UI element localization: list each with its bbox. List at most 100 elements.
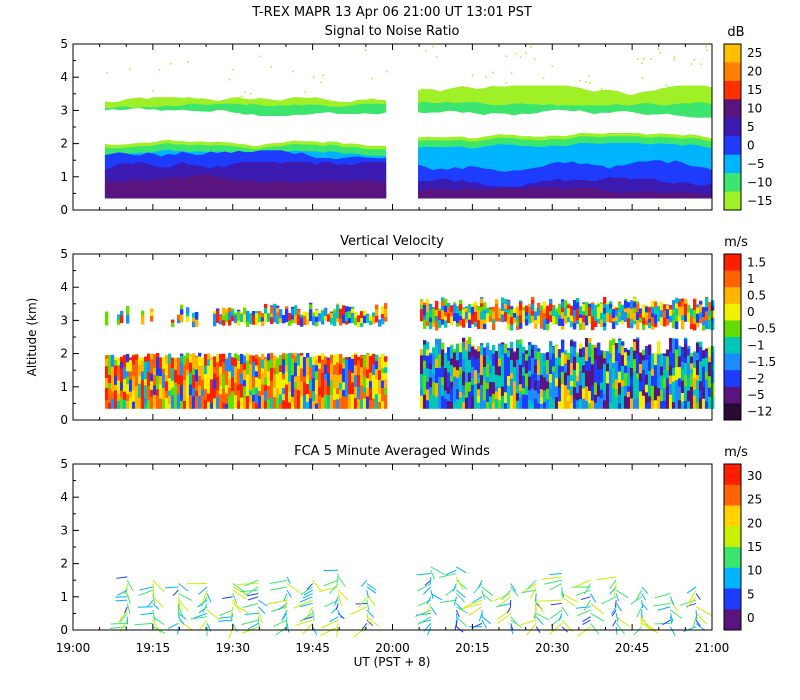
wind-vector	[590, 603, 604, 615]
velocity-cell	[650, 300, 655, 307]
velocity-cell	[263, 358, 268, 365]
wind-vector	[654, 592, 671, 599]
velocity-cell	[599, 397, 604, 409]
velocity-cell	[185, 307, 190, 314]
velocity-cell	[353, 397, 358, 409]
velocity-cell	[374, 393, 379, 409]
velocity-cell	[533, 323, 538, 329]
velocity-cell	[200, 365, 205, 380]
velocity-cell	[503, 303, 508, 309]
velocity-cell	[128, 371, 133, 380]
velocity-cell	[107, 374, 112, 384]
y-tick-label: 4	[60, 70, 68, 84]
velocity-cell	[464, 382, 469, 398]
velocity-cell	[203, 388, 208, 401]
velocity-cell	[473, 358, 478, 371]
velocity-cell	[656, 387, 661, 397]
velocity-cell	[362, 315, 367, 324]
velocity-cell	[251, 314, 256, 325]
velocity-cell	[377, 393, 382, 402]
colorbar-swatch	[724, 464, 741, 486]
wind-vector	[312, 610, 315, 621]
velocity-cell	[572, 346, 577, 357]
velocity-cell	[701, 398, 706, 409]
velocity-cell	[671, 386, 676, 403]
velocity-cell	[212, 316, 217, 327]
velocity-cell	[530, 310, 535, 316]
velocity-cell	[560, 398, 565, 409]
y-tick-label: 3	[60, 523, 68, 537]
snr-speckle	[129, 68, 131, 70]
velocity-cell	[509, 341, 514, 349]
velocity-cell	[341, 363, 346, 369]
velocity-cell	[440, 342, 445, 350]
colorbar-label: −1.5	[747, 355, 776, 369]
velocity-cell	[308, 366, 313, 381]
velocity-cell	[674, 356, 679, 368]
velocity-cell	[329, 363, 334, 370]
colorbar-swatch	[724, 270, 741, 288]
colorbar-swatch	[724, 136, 741, 156]
velocity-cell	[500, 310, 505, 315]
velocity-cell	[488, 307, 493, 310]
velocity-cell	[200, 403, 205, 409]
velocity-cell	[470, 384, 475, 397]
velocity-cell	[119, 314, 124, 324]
velocity-cell	[665, 304, 670, 306]
velocity-cell	[218, 314, 223, 317]
y-tick-label: 2	[60, 557, 68, 571]
velocity-cell	[695, 359, 700, 375]
velocity-cell	[509, 316, 514, 325]
velocity-cell	[380, 387, 385, 402]
velocity-cell	[575, 352, 580, 356]
velocity-cell	[299, 355, 304, 369]
velocity-cell	[674, 349, 679, 357]
velocity-cell	[701, 324, 706, 331]
velocity-cell	[635, 337, 640, 340]
velocity-cell	[647, 318, 652, 323]
velocity-cell	[158, 357, 163, 369]
velocity-cell	[194, 355, 199, 357]
velocity-cell	[209, 367, 214, 380]
velocity-cell	[281, 314, 286, 324]
velocity-cell	[449, 311, 454, 317]
velocity-cell	[554, 311, 559, 319]
wind-vector	[152, 603, 160, 610]
velocity-cell	[650, 325, 655, 330]
y-tick-label: 1	[60, 170, 68, 184]
wind-vector	[270, 586, 288, 591]
velocity-cell	[458, 303, 463, 311]
velocity-cell	[533, 310, 538, 321]
velocity-cell	[602, 322, 607, 327]
velocity-cell	[659, 316, 664, 326]
velocity-cell	[230, 308, 235, 311]
velocity-cell	[185, 357, 190, 370]
velocity-cell	[677, 355, 682, 368]
velocity-cell	[578, 384, 583, 400]
velocity-cell	[566, 316, 571, 323]
velocity-cell	[623, 300, 628, 309]
velocity-cell	[194, 356, 199, 370]
velocity-cell	[635, 303, 640, 313]
velocity-cell	[218, 315, 223, 321]
velocity-cell	[503, 391, 508, 404]
snr-speckle	[643, 57, 645, 60]
velocity-cell	[455, 388, 460, 400]
velocity-cell	[533, 365, 538, 373]
velocity-cell	[476, 305, 481, 311]
velocity-cell	[290, 357, 295, 364]
velocity-cell	[677, 298, 682, 302]
wind-vector	[257, 616, 260, 628]
velocity-cell	[506, 364, 511, 376]
velocity-cell	[299, 352, 304, 356]
velocity-cell	[443, 361, 448, 369]
colorbar-label: 25	[747, 46, 762, 60]
velocity-cell	[338, 318, 343, 326]
velocity-cell	[125, 371, 130, 377]
velocity-cell	[632, 350, 637, 360]
velocity-cell	[620, 365, 625, 381]
velocity-cell	[593, 312, 598, 321]
velocity-cell	[452, 302, 457, 305]
velocity-cell	[617, 311, 622, 316]
wind-vector	[573, 579, 591, 588]
